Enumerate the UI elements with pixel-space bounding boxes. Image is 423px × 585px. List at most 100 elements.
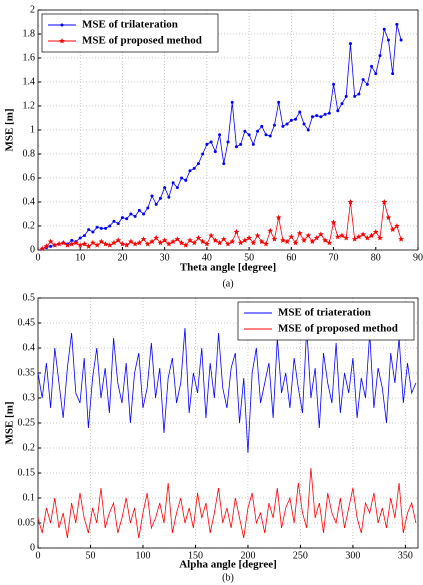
point — [163, 186, 167, 190]
y-tick-label: 0.25 — [18, 417, 36, 428]
point — [106, 242, 113, 248]
point — [167, 195, 171, 199]
point — [158, 196, 162, 200]
point — [68, 241, 75, 247]
point — [205, 142, 209, 146]
point — [95, 225, 99, 229]
point — [332, 82, 336, 86]
point — [154, 202, 158, 206]
point — [70, 238, 74, 242]
point — [294, 117, 298, 121]
point — [192, 166, 196, 170]
point — [128, 238, 134, 245]
x-axis-label: Theta angle [degree] — [180, 262, 276, 274]
point — [339, 232, 345, 239]
point — [370, 64, 374, 68]
y-axis-label: MSE [m] — [4, 108, 16, 151]
point — [289, 118, 293, 122]
y-tick-label: 1 — [30, 124, 35, 135]
point — [395, 22, 399, 26]
point — [302, 122, 306, 126]
point — [60, 239, 67, 246]
point — [315, 114, 319, 118]
x-tick-label: 80 — [371, 252, 381, 263]
y-tick-label: 2 — [30, 4, 35, 15]
x-axis-label: Alpha angle [degree] — [179, 559, 277, 571]
point — [226, 140, 230, 144]
point — [123, 242, 130, 248]
point — [146, 206, 150, 210]
x-tick-label: 30 — [160, 252, 170, 263]
y-tick-label: 0.35 — [18, 367, 36, 378]
point — [381, 199, 388, 205]
point — [132, 241, 138, 247]
point — [268, 134, 272, 138]
point — [318, 231, 324, 237]
legend-label: MSE of triateration — [278, 307, 371, 319]
point — [301, 237, 307, 243]
y-tick-label: 0 — [30, 244, 35, 255]
point — [271, 236, 278, 242]
point — [136, 239, 143, 246]
point — [385, 214, 392, 221]
x-tick-label: 300 — [345, 550, 360, 561]
y-tick-label: 0.1 — [23, 492, 36, 503]
legend-marker — [59, 38, 65, 44]
point — [382, 27, 386, 31]
series-line — [37, 327, 417, 454]
x-tick-label: 60 — [286, 252, 296, 263]
point — [306, 128, 310, 132]
y-tick-label: 0.4 — [23, 196, 36, 207]
point — [313, 235, 320, 241]
point — [174, 236, 181, 242]
point — [267, 227, 274, 234]
series-line — [37, 467, 417, 539]
point — [225, 241, 231, 247]
point — [120, 216, 124, 220]
legend-box — [41, 13, 219, 53]
point — [239, 142, 243, 146]
point — [353, 94, 357, 98]
point — [43, 243, 50, 249]
point — [157, 239, 164, 246]
point — [296, 230, 303, 236]
point — [195, 235, 202, 241]
point — [161, 237, 168, 243]
point — [85, 243, 92, 249]
point — [47, 238, 54, 245]
point — [91, 230, 95, 234]
point — [281, 124, 285, 128]
point — [243, 129, 247, 133]
y-tick-label: 0 — [30, 542, 35, 553]
x-tick-label: 50 — [85, 550, 95, 561]
legend-label: MSE of proposed method — [82, 35, 202, 47]
caption: (b) — [222, 572, 234, 583]
point — [129, 212, 133, 216]
point — [39, 245, 46, 252]
point — [90, 239, 96, 246]
x-tick-label: 100 — [135, 550, 150, 561]
x-tick-label: 0 — [36, 252, 41, 263]
point — [191, 239, 198, 246]
y-tick-label: 1.4 — [23, 76, 36, 87]
point — [368, 232, 375, 239]
y-tick-label: 0.15 — [18, 467, 36, 478]
point — [119, 241, 126, 247]
y-tick-label: 0.45 — [18, 317, 36, 328]
point — [256, 129, 260, 133]
point — [149, 238, 155, 245]
point — [277, 100, 281, 104]
point — [246, 235, 252, 241]
point — [108, 224, 112, 228]
point — [144, 241, 151, 247]
point — [102, 241, 109, 247]
point — [334, 233, 341, 240]
point — [216, 239, 223, 246]
y-tick-label: 0.5 — [23, 292, 36, 303]
point — [209, 140, 213, 144]
point — [292, 239, 299, 246]
point — [233, 229, 240, 235]
point — [104, 226, 108, 230]
